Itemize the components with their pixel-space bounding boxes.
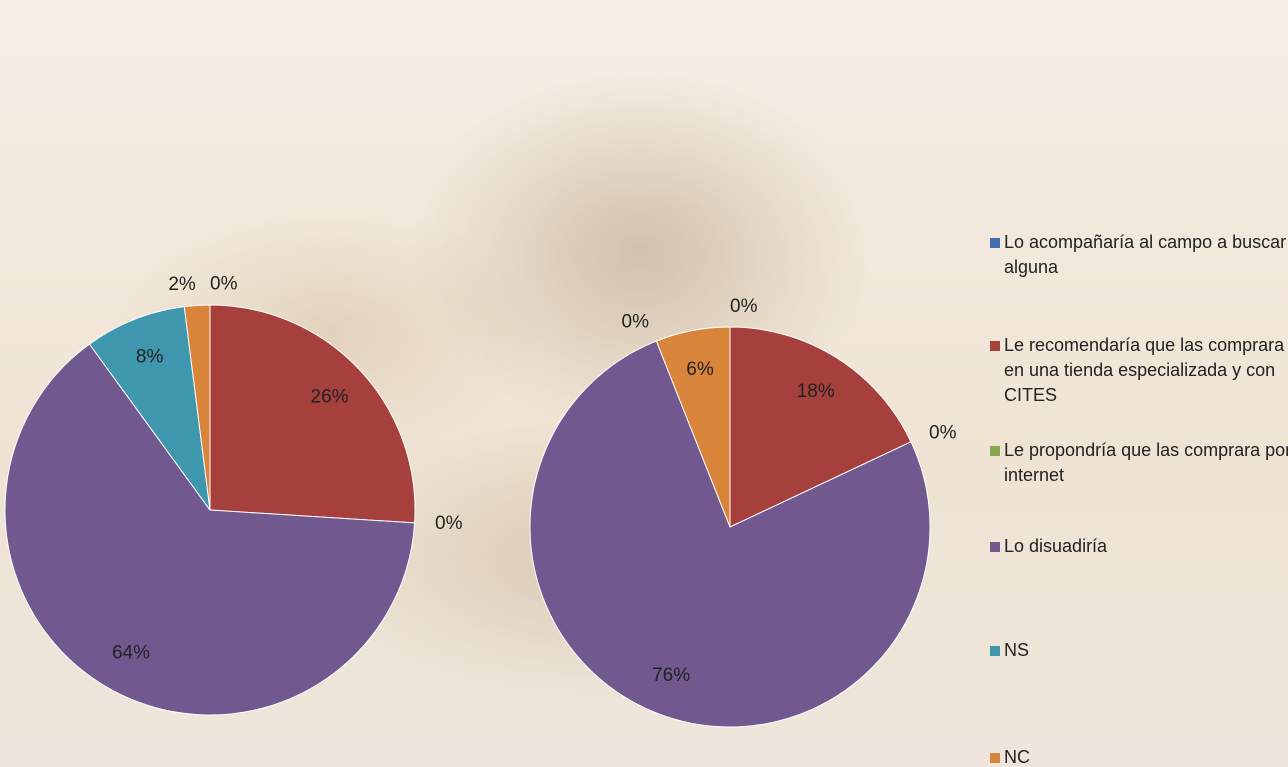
data-label: 64%: [112, 643, 150, 664]
pie-slice: [4, 343, 416, 716]
data-label: 0%: [622, 311, 650, 332]
legend-item: Lo disuadiría: [990, 534, 1288, 559]
legend-swatch: [990, 341, 1000, 351]
legend-item: Lo acompañaría al campo a buscar alguna: [990, 230, 1288, 280]
legend-label: Le recomendaría que las comprara en una …: [1004, 335, 1285, 405]
data-label: 0%: [210, 274, 238, 295]
legend-swatch: [990, 542, 1000, 552]
pie-slice: [209, 304, 416, 524]
pie-slice: [729, 326, 912, 528]
data-label: 76%: [652, 665, 690, 686]
data-label: 6%: [686, 359, 714, 380]
legend-swatch: [990, 238, 1000, 248]
data-label: 0%: [929, 422, 957, 443]
legend-item: Le propondría que las comprara por inter…: [990, 438, 1288, 488]
pie-slice: [183, 304, 211, 511]
legend-swatch: [990, 753, 1000, 763]
data-label: 0%: [730, 296, 758, 317]
legend-item: Le recomendaría que las comprara en una …: [990, 333, 1288, 408]
pie-slice: [655, 326, 731, 528]
legend-item: NS: [990, 638, 1288, 663]
legend-swatch: [990, 446, 1000, 456]
data-label: 2%: [168, 274, 196, 295]
legend-label: NC: [1004, 747, 1030, 767]
data-label: 0%: [435, 513, 463, 534]
pie-slice: [529, 340, 931, 728]
data-label: 26%: [311, 387, 349, 408]
legend-item: NC: [990, 745, 1288, 767]
data-label: 18%: [797, 381, 835, 402]
legend-swatch: [990, 646, 1000, 656]
legend-label: Le propondría que las comprara por inter…: [1004, 440, 1288, 485]
data-label: 8%: [136, 347, 164, 368]
legend-label: Lo acompañaría al campo a buscar alguna: [1004, 232, 1287, 277]
pie-charts: 0% 26% 0% 64% 8% 2% 0% 18% 0% 76% 0% 6%: [4, 274, 957, 728]
pie-slice: [88, 306, 211, 511]
legend-label: NS: [1004, 640, 1030, 660]
legend-label: Lo disuadiría: [1004, 536, 1108, 556]
